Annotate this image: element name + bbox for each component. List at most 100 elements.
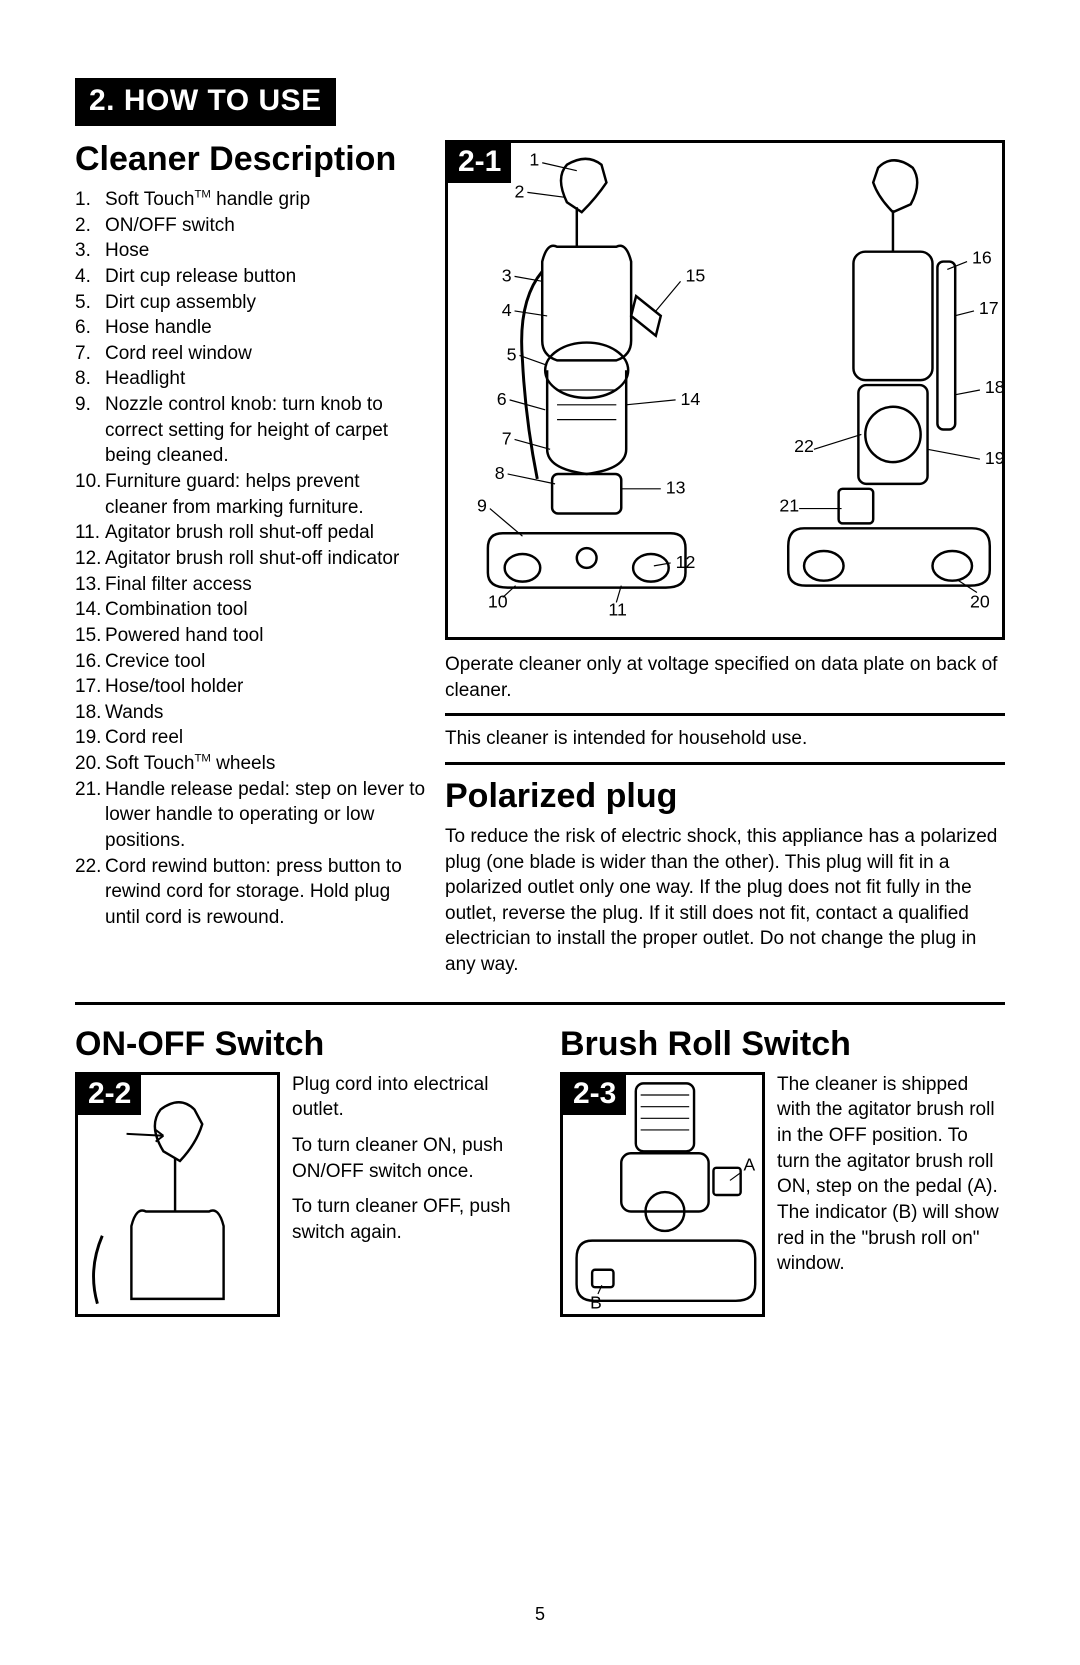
onoff-p2: To turn cleaner ON, push ON/OFF switch o… <box>292 1133 520 1184</box>
parts-list-item: 10.Furniture guard: helps prevent cleane… <box>75 469 427 520</box>
parts-item-text: Agitator brush roll shut-off pedal <box>105 520 374 546</box>
svg-text:22: 22 <box>794 436 814 456</box>
parts-item-text: Handle release pedal: step on lever to l… <box>105 777 427 854</box>
brush-column: Brush Roll Switch 2-3 A <box>560 1025 1005 1317</box>
parts-list-item: 21.Handle release pedal: step on lever t… <box>75 777 427 854</box>
parts-item-text: Cord reel <box>105 725 183 751</box>
svg-text:4: 4 <box>502 300 512 320</box>
parts-item-number: 16. <box>75 649 105 675</box>
parts-item-number: 9. <box>75 392 105 469</box>
parts-item-text: Nozzle control knob: turn knob to correc… <box>105 392 427 469</box>
figure-2-1-diagram: 1 2 3 4 5 6 7 8 9 10 11 12 13 14 15 <box>448 143 1002 637</box>
svg-text:16: 16 <box>972 248 992 268</box>
onoff-p1: Plug cord into electrical outlet. <box>292 1072 520 1123</box>
svg-text:19: 19 <box>985 448 1002 468</box>
svg-text:20: 20 <box>970 591 990 611</box>
parts-list-item: 1.Soft TouchTM handle grip <box>75 187 427 213</box>
parts-list-item: 16.Crevice tool <box>75 649 427 675</box>
parts-item-number: 10. <box>75 469 105 520</box>
parts-list-item: 7.Cord reel window <box>75 341 427 367</box>
parts-item-number: 8. <box>75 366 105 392</box>
parts-item-text: Crevice tool <box>105 649 205 675</box>
parts-list-item: 13.Final filter access <box>75 572 427 598</box>
caption-household: This cleaner is intended for household u… <box>445 726 1005 752</box>
parts-list-item: 11.Agitator brush roll shut-off pedal <box>75 520 427 546</box>
parts-item-text: Wands <box>105 700 163 726</box>
parts-list-item: 22.Cord rewind button: press button to r… <box>75 854 427 931</box>
svg-text:15: 15 <box>685 265 705 285</box>
parts-list-item: 14.Combination tool <box>75 597 427 623</box>
parts-list-item: 19.Cord reel <box>75 725 427 751</box>
svg-text:21: 21 <box>779 496 799 516</box>
parts-item-number: 15. <box>75 623 105 649</box>
parts-item-text: Agitator brush roll shut-off indicator <box>105 546 399 572</box>
parts-item-number: 18. <box>75 700 105 726</box>
parts-item-number: 7. <box>75 341 105 367</box>
parts-item-number: 21. <box>75 777 105 854</box>
parts-list-item: 5.Dirt cup assembly <box>75 290 427 316</box>
figure-2-2-frame: 2-2 <box>75 1072 280 1317</box>
heading-polarized-plug: Polarized plug <box>445 777 1005 816</box>
parts-item-number: 5. <box>75 290 105 316</box>
figure-2-2-tag: 2-2 <box>78 1075 141 1115</box>
svg-text:5: 5 <box>507 344 517 364</box>
figure-2-1-frame: 2-1 <box>445 140 1005 640</box>
parts-list-item: 12.Agitator brush roll shut-off indicato… <box>75 546 427 572</box>
parts-item-text: Dirt cup release button <box>105 264 296 290</box>
onoff-text: Plug cord into electrical outlet. To tur… <box>292 1072 520 1317</box>
parts-item-text: Cord rewind button: press button to rewi… <box>105 854 427 931</box>
parts-item-number: 4. <box>75 264 105 290</box>
parts-item-number: 11. <box>75 520 105 546</box>
svg-text:14: 14 <box>681 389 701 409</box>
right-column: 2-1 <box>445 140 1005 978</box>
parts-list-item: 4.Dirt cup release button <box>75 264 427 290</box>
parts-item-text: Soft TouchTM handle grip <box>105 187 310 213</box>
parts-list-item: 15.Powered hand tool <box>75 623 427 649</box>
parts-list-item: 2.ON/OFF switch <box>75 213 427 239</box>
bottom-row: ON-OFF Switch 2-2 Plug cord <box>75 1025 1005 1317</box>
svg-text:2: 2 <box>515 181 525 201</box>
parts-item-text: Furniture guard: helps prevent cleaner f… <box>105 469 427 520</box>
svg-text:8: 8 <box>495 463 505 483</box>
parts-item-number: 17. <box>75 674 105 700</box>
parts-list-item: 17.Hose/tool holder <box>75 674 427 700</box>
figure-2-3-tag: 2-3 <box>563 1075 626 1115</box>
caption-operate: Operate cleaner only at voltage specifie… <box>445 652 1005 703</box>
parts-item-text: Hose handle <box>105 315 212 341</box>
brush-text: The cleaner is shipped with the agitator… <box>777 1072 1005 1317</box>
svg-text:12: 12 <box>676 552 696 572</box>
svg-text:1: 1 <box>529 150 539 170</box>
parts-item-text: Final filter access <box>105 572 252 598</box>
parts-item-number: 14. <box>75 597 105 623</box>
parts-item-text: Powered hand tool <box>105 623 263 649</box>
onoff-p3: To turn cleaner OFF, push switch again. <box>292 1194 520 1245</box>
parts-item-text: Dirt cup assembly <box>105 290 256 316</box>
svg-text:11: 11 <box>608 599 627 619</box>
parts-item-number: 2. <box>75 213 105 239</box>
parts-item-number: 22. <box>75 854 105 931</box>
parts-item-text: Hose <box>105 238 149 264</box>
parts-item-text: ON/OFF switch <box>105 213 235 239</box>
parts-item-text: Soft TouchTM wheels <box>105 751 275 777</box>
svg-text:17: 17 <box>979 298 999 318</box>
label-b: B <box>590 1292 602 1312</box>
cleaner-description-column: Cleaner Description 1.Soft TouchTM handl… <box>75 140 427 978</box>
parts-list-item: 18.Wands <box>75 700 427 726</box>
full-rule <box>75 1002 1005 1005</box>
onoff-column: ON-OFF Switch 2-2 Plug cord <box>75 1025 520 1317</box>
parts-list-item: 3.Hose <box>75 238 427 264</box>
label-a: A <box>744 1154 756 1174</box>
parts-item-text: Hose/tool holder <box>105 674 243 700</box>
parts-item-number: 3. <box>75 238 105 264</box>
parts-item-text: Headlight <box>105 366 185 392</box>
svg-text:10: 10 <box>488 591 508 611</box>
parts-item-number: 12. <box>75 546 105 572</box>
page-number: 5 <box>0 1604 1080 1625</box>
figure-2-3-frame: 2-3 A B <box>560 1072 765 1317</box>
heading-cleaner-description: Cleaner Description <box>75 140 427 179</box>
parts-item-number: 19. <box>75 725 105 751</box>
top-row: Cleaner Description 1.Soft TouchTM handl… <box>75 140 1005 978</box>
section-tag: 2. HOW TO USE <box>75 78 336 126</box>
parts-item-text: Cord reel window <box>105 341 252 367</box>
parts-list: 1.Soft TouchTM handle grip2.ON/OFF switc… <box>75 187 427 931</box>
